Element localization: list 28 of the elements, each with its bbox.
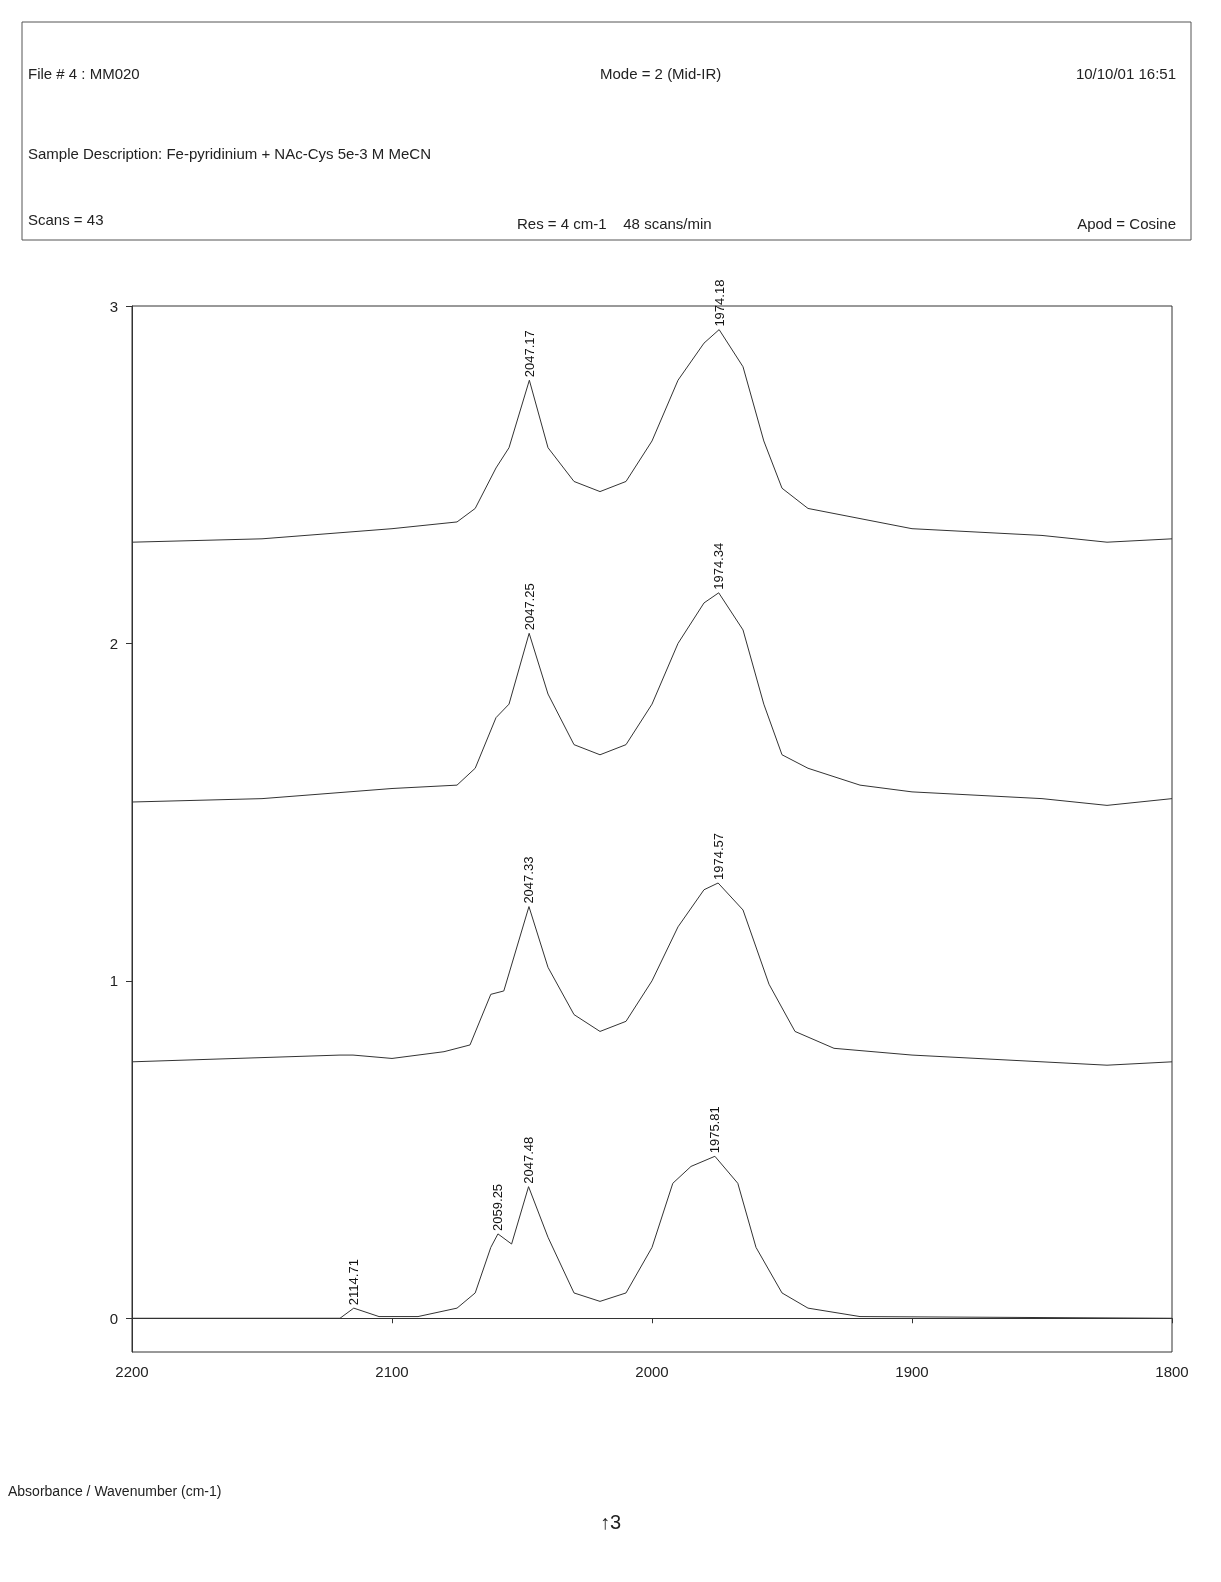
text: 10/10/01 16:51 — [1075, 65, 1176, 82]
annotation: 2114.71 — [346, 1259, 362, 1306]
annotation: 1975.81 — [707, 1106, 723, 1154]
text: Apod = Cosine — [1077, 215, 1176, 232]
text: Res = 4 cm-1 48 scans/min — [517, 215, 712, 232]
y-tick-label: 0 — [109, 1309, 118, 1327]
x-tick-label: 1800 — [1155, 1363, 1189, 1380]
annotation: 2059.25 — [490, 1183, 506, 1231]
text: ↑3 — [600, 1511, 622, 1533]
text: Sample Description: Fe-pyridinium + NAc-Cys 5e-3 M MeCN — [28, 145, 432, 162]
y-tick-label: 2 — [109, 634, 118, 652]
x-tick-label: 2000 — [635, 1363, 669, 1380]
text: Absorbance / Wavenumber (cm-1) — [8, 1483, 222, 1499]
x-tick-label: 2100 — [375, 1363, 409, 1380]
annotation: 2047.33 — [521, 856, 537, 904]
annotation: 1974.18 — [711, 279, 727, 327]
text: Mode = 2 (Mid-IR) — [599, 65, 722, 82]
y-tick-label: 3 — [109, 297, 118, 315]
text: Scans = 43 — [28, 211, 104, 228]
annotation: 2047.25 — [521, 583, 537, 631]
x-tick-label: 1900 — [895, 1363, 929, 1380]
y-tick-label: 1 — [109, 972, 118, 990]
text: File # 4 : MM020 — [28, 65, 140, 82]
annotation: 1974.57 — [710, 832, 726, 880]
annotation: 1974.34 — [711, 542, 727, 590]
annotation: 2047.48 — [521, 1136, 537, 1184]
annotation: 2047.17 — [521, 330, 537, 378]
x-tick-label: 2200 — [115, 1363, 149, 1380]
